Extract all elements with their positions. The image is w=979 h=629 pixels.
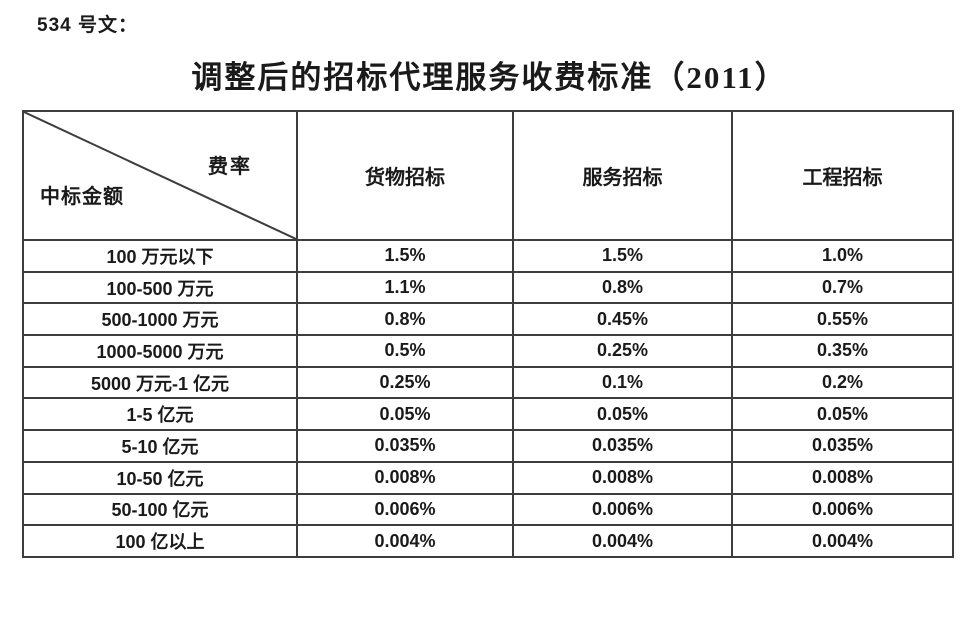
table-cell: 0.1% <box>512 365 733 400</box>
table-cell: 0.55% <box>731 302 954 337</box>
row-label: 100-500 万元 <box>22 270 298 305</box>
table-row: 1-5 亿元 0.05% 0.05% 0.05% <box>22 397 954 432</box>
table-row: 5000 万元-1 亿元 0.25% 0.1% 0.2% <box>22 365 954 400</box>
table-cell: 0.006% <box>731 492 954 527</box>
table-cell: 1.5% <box>512 239 733 273</box>
corner-label-amount: 中标金额 <box>40 186 124 208</box>
table-cell: 0.004% <box>512 524 733 558</box>
table-cell: 0.035% <box>512 429 733 463</box>
table-cell: 0.5% <box>296 334 514 368</box>
table-cell: 0.35% <box>731 334 954 368</box>
table-cell: 0.8% <box>512 270 733 305</box>
row-label: 50-100 亿元 <box>22 492 298 527</box>
table-row: 1000-5000 万元 0.5% 0.25% 0.35% <box>22 334 954 368</box>
row-label: 500-1000 万元 <box>22 302 298 337</box>
table-cell: 0.7% <box>731 270 954 305</box>
table-row: 100 亿以上 0.004% 0.004% 0.004% <box>22 524 954 558</box>
fee-rate-table: 费率 中标金额 货物招标 服务招标 工程招标 100 万元以下 1.5% 1.5% 1… <box>22 110 954 558</box>
corner-header-cell: 费率 中标金额 <box>22 110 298 241</box>
table-cell: 1.0% <box>731 239 954 273</box>
doc-number-label: 534 号文： <box>37 15 138 36</box>
table-cell: 0.004% <box>296 524 514 558</box>
page-title: 调整后的招标代理服务收费标准（2011） <box>191 60 788 95</box>
table-cell: 0.05% <box>296 397 514 432</box>
table-row: 5-10 亿元 0.035% 0.035% 0.035% <box>22 429 954 463</box>
table-row: 100 万元以下 1.5% 1.5% 1.0% <box>22 239 954 273</box>
table-cell: 0.008% <box>731 460 954 495</box>
row-label: 10-50 亿元 <box>22 460 298 495</box>
row-label: 5-10 亿元 <box>22 429 298 463</box>
table-cell: 0.006% <box>296 492 514 527</box>
row-label: 100 亿以上 <box>22 524 298 558</box>
column-header-services: 服务招标 <box>512 110 733 241</box>
table-cell: 0.25% <box>296 365 514 400</box>
table-cell: 1.5% <box>296 239 514 273</box>
row-label: 5000 万元-1 亿元 <box>22 365 298 400</box>
row-label: 1000-5000 万元 <box>22 334 298 368</box>
row-label: 1-5 亿元 <box>22 397 298 432</box>
table-cell: 0.035% <box>731 429 954 463</box>
table-row: 10-50 亿元 0.008% 0.008% 0.008% <box>22 460 954 495</box>
table-row: 100-500 万元 1.1% 0.8% 0.7% <box>22 270 954 305</box>
row-label: 100 万元以下 <box>22 239 298 273</box>
table-cell: 0.45% <box>512 302 733 337</box>
table-cell: 0.004% <box>731 524 954 558</box>
corner-label-rate: 费率 <box>208 156 252 178</box>
table-cell: 0.05% <box>731 397 954 432</box>
column-header-goods: 货物招标 <box>296 110 514 241</box>
table-cell: 0.035% <box>296 429 514 463</box>
table-cell: 0.008% <box>512 460 733 495</box>
table-cell: 0.006% <box>512 492 733 527</box>
table-body: 100 万元以下 1.5% 1.5% 1.0% 100-500 万元 1.1% 0.8% 0.… <box>22 239 954 558</box>
header-row: 费率 中标金额 货物招标 服务招标 工程招标 <box>22 110 954 241</box>
table-cell: 0.05% <box>512 397 733 432</box>
table-header: 费率 中标金额 货物招标 服务招标 工程招标 <box>22 110 954 241</box>
table-cell: 0.2% <box>731 365 954 400</box>
table-cell: 0.8% <box>296 302 514 337</box>
table-cell: 1.1% <box>296 270 514 305</box>
table-cell: 0.25% <box>512 334 733 368</box>
diagonal-line <box>24 112 296 239</box>
table-cell: 0.008% <box>296 460 514 495</box>
table-row: 500-1000 万元 0.8% 0.45% 0.55% <box>22 302 954 337</box>
column-header-engineering: 工程招标 <box>731 110 954 241</box>
table-row: 50-100 亿元 0.006% 0.006% 0.006% <box>22 492 954 527</box>
